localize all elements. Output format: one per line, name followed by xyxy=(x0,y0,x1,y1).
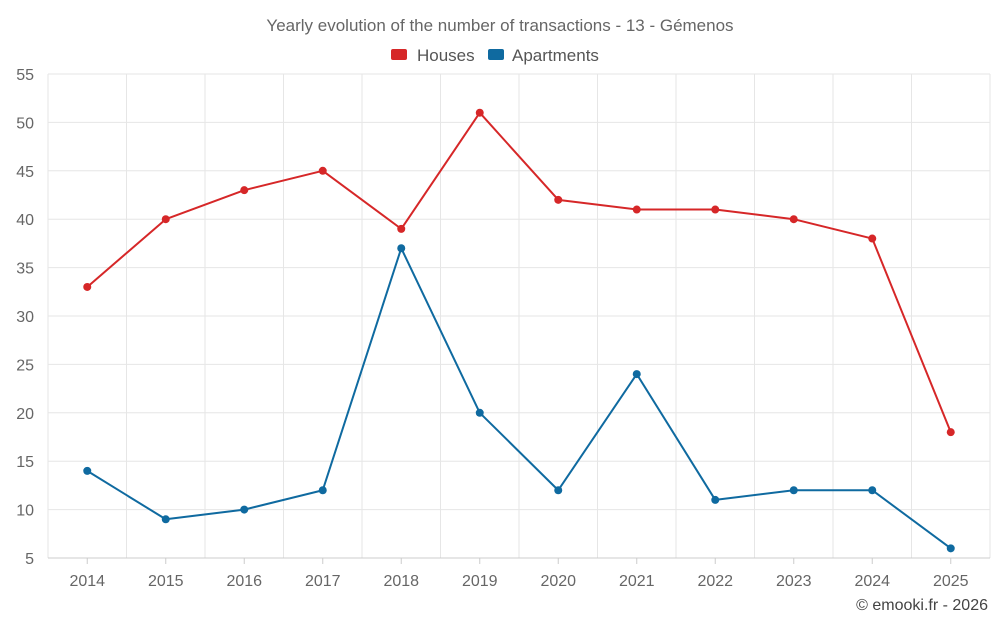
data-point-houses[interactable] xyxy=(161,215,170,224)
series-line-apartments xyxy=(86,247,952,550)
data-point-houses[interactable] xyxy=(318,166,327,175)
data-point-apartments[interactable] xyxy=(554,486,563,495)
y-tick-label: 50 xyxy=(16,115,34,132)
y-tick-label: 45 xyxy=(16,164,34,181)
x-tick-label: 2021 xyxy=(619,573,655,590)
y-tick-label: 40 xyxy=(16,212,34,229)
x-tick-label: 2015 xyxy=(148,573,184,590)
data-point-apartments[interactable] xyxy=(632,370,641,379)
x-tick-label: 2020 xyxy=(540,573,576,590)
x-tick-label: 2019 xyxy=(462,573,498,590)
data-point-houses[interactable] xyxy=(711,205,720,214)
series xyxy=(83,108,955,553)
data-point-apartments[interactable] xyxy=(161,515,170,524)
data-point-houses[interactable] xyxy=(868,234,877,243)
data-point-houses[interactable] xyxy=(632,205,641,214)
data-point-houses[interactable] xyxy=(789,215,798,224)
data-point-houses[interactable] xyxy=(554,195,563,204)
y-tick-label: 10 xyxy=(16,503,34,520)
gridlines xyxy=(47,73,991,558)
chart-title: Yearly evolution of the number of transa… xyxy=(266,16,733,35)
x-tick-label: 2014 xyxy=(69,573,105,590)
y-tick-label: 30 xyxy=(16,309,34,326)
y-axis-ticks: 5 10 15 20 25 30 35 40 45 50 55 xyxy=(16,67,34,568)
legend-swatch-houses xyxy=(391,49,407,60)
data-point-apartments[interactable] xyxy=(397,244,406,253)
legend-swatch-apartments xyxy=(488,49,504,60)
data-point-apartments[interactable] xyxy=(789,486,798,495)
legend: Houses Apartments xyxy=(391,46,599,65)
axes xyxy=(48,557,990,564)
x-tick-label: 2022 xyxy=(697,573,733,590)
data-point-apartments[interactable] xyxy=(240,505,249,514)
x-tick-label: 2025 xyxy=(933,573,969,590)
data-point-houses[interactable] xyxy=(83,282,92,291)
data-point-apartments[interactable] xyxy=(83,466,92,475)
credit-text: © emooki.fr - 2026 xyxy=(856,597,988,614)
x-axis-ticks: 2014 2015 2016 2017 2018 2019 2020 2021 2022 2023… xyxy=(69,573,968,590)
legend-label-houses: Houses xyxy=(417,46,475,65)
y-tick-label: 25 xyxy=(16,357,34,374)
y-tick-label: 35 xyxy=(16,261,34,278)
x-tick-label: 2024 xyxy=(854,573,890,590)
x-tick-label: 2023 xyxy=(776,573,812,590)
x-tick-label: 2016 xyxy=(226,573,262,590)
data-point-apartments[interactable] xyxy=(475,408,484,417)
data-point-houses[interactable] xyxy=(475,108,484,117)
data-point-apartments[interactable] xyxy=(868,486,877,495)
data-point-apartments[interactable] xyxy=(318,486,327,495)
legend-label-apartments: Apartments xyxy=(512,46,599,65)
data-point-apartments[interactable] xyxy=(711,495,720,504)
data-point-houses[interactable] xyxy=(397,224,406,233)
x-tick-label: 2017 xyxy=(305,573,341,590)
y-tick-label: 15 xyxy=(16,454,34,471)
data-point-houses[interactable] xyxy=(240,186,249,195)
y-tick-label: 20 xyxy=(16,406,34,423)
data-point-houses[interactable] xyxy=(946,428,955,437)
y-tick-label: 55 xyxy=(16,67,34,84)
x-tick-label: 2018 xyxy=(383,573,419,590)
series-line-houses xyxy=(86,111,952,433)
y-tick-label: 5 xyxy=(25,551,34,568)
data-point-apartments[interactable] xyxy=(946,544,955,553)
